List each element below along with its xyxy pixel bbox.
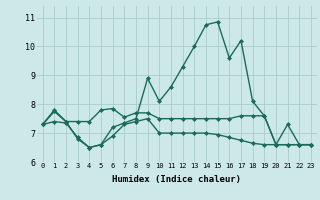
X-axis label: Humidex (Indice chaleur): Humidex (Indice chaleur) (112, 175, 241, 184)
